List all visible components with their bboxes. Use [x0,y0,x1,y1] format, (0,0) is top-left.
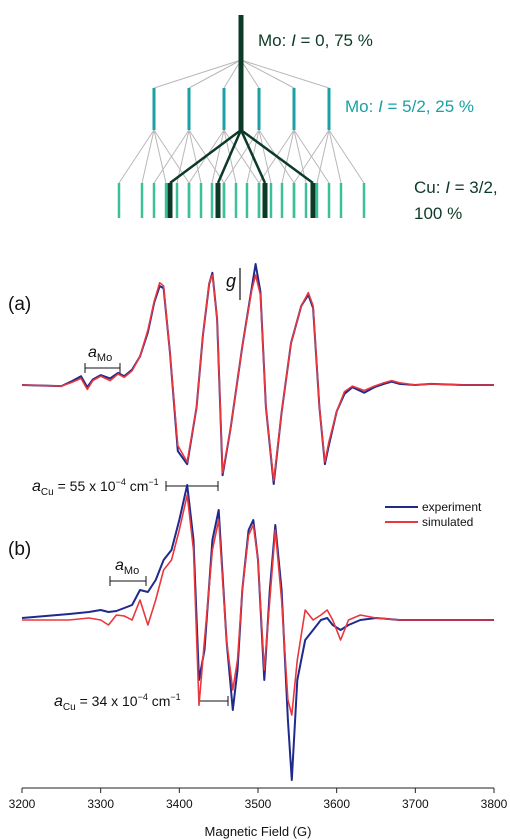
stick-connector-main [240,128,314,185]
hyperfine-stick-diagram [117,15,366,218]
stick-connector [223,59,242,89]
x-tick-label: 3600 [323,797,350,811]
stick-connector [240,59,295,89]
x-axis: 3200 3300 3400 3500 3600 3700 3800 [9,787,508,811]
x-tick-label: 3700 [402,797,429,811]
panel-b-acu-label: aCu = 34 x 10−4 cm−1 [54,692,181,713]
stick-connector [153,129,190,184]
panel-b-acu-bracket [198,696,229,706]
x-tick-label: 3200 [9,797,36,811]
stick-connector [188,129,202,184]
mo-i52-label: Mo: I = 5/2, 25 % [345,97,474,116]
g-label: g [226,271,236,291]
panel-b-amo-bracket [109,576,147,586]
cu-abundance-label: 100 % [414,204,462,223]
panel-a-experiment-line [21,263,494,485]
panel-b-amo-label: aMo [115,557,139,577]
panel-a-acu-bracket [165,481,219,491]
panel-b-label: (b) [8,539,31,560]
stick-connector-main [239,129,267,184]
stick-connector [153,59,242,89]
panel-a-amo-bracket [84,363,121,373]
panel-b-simulated-line [22,494,494,716]
panel-a-simulated-line [21,274,494,482]
x-tick-label: 3400 [166,797,193,811]
stick-connector [211,129,225,184]
stick-connector [258,129,272,184]
stick-connector-main [169,128,242,185]
stick-connector [293,129,307,184]
x-tick-label: 3800 [481,797,508,811]
panel-a-acu-label: aCu = 55 x 10−4 cm−1 [32,477,159,498]
panel-a-amo-label: aMo [88,344,112,364]
spectra-plot [21,263,494,781]
stick-connector [240,59,260,89]
stick-connector [188,59,242,89]
x-tick-label: 3300 [87,797,114,811]
mo-i0-label: Mo: I = 0, 75 % [258,31,373,50]
legend-simulated-label: simulated [422,515,473,529]
panel-a-label: (a) [8,294,31,315]
cu-i32-label: Cu: I = 3/2, [414,178,498,197]
stick-connector [176,129,190,184]
panel-b-experiment-line [21,484,494,781]
legend-experiment-label: experiment [422,500,482,514]
stick-connector [316,129,330,184]
stick-connector [328,129,365,184]
stick-connector [281,129,295,184]
x-tick-label: 3500 [245,797,272,811]
stick-connector [118,129,155,184]
stick-connector-main [216,129,243,184]
stick-connector [240,59,330,89]
stick-connector [141,129,155,184]
legend: experiment simulated [385,500,482,529]
x-axis-label: Magnetic Field (G) [205,824,312,839]
stick-connector [328,129,342,184]
stick-connector [153,129,167,184]
